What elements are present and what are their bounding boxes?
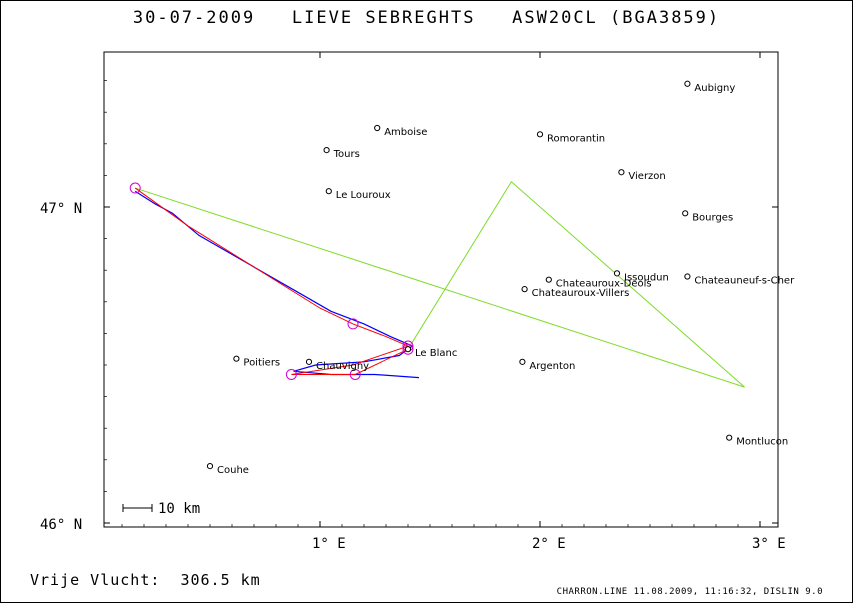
city-label: Chateauroux-Deols	[556, 279, 652, 290]
city-marker	[404, 346, 412, 353]
track-layer	[134, 187, 420, 379]
city-label: Chateauneuf-s-Cher	[694, 276, 795, 287]
city-marker	[545, 276, 552, 283]
y-tick-label: 46° N	[40, 517, 82, 533]
city-label: Vierzon	[628, 171, 665, 182]
x-tick-label: 1° E	[312, 536, 346, 552]
turnpoint-marker	[402, 343, 414, 355]
city-label: Le Blanc	[415, 348, 457, 359]
city-layer: Aubigny Amboise Romorantin Tours Vierzon Le L…	[206, 80, 795, 476]
scale-bar-label: 10 km	[158, 501, 200, 517]
flight-title: 30-07-2009 LIEVE SEBREGHTS ASW20CL (BGA3…	[132, 8, 721, 28]
task-layer	[135, 180, 745, 388]
turnpoint-marker	[347, 318, 359, 330]
city-marker	[684, 273, 691, 280]
city-marker	[374, 124, 381, 132]
city-marker	[323, 147, 330, 154]
city-marker	[536, 131, 544, 138]
city-marker	[233, 355, 240, 362]
imprint-text: CHARRON.LINE 11.08.2009, 11:16:32, DISLI…	[556, 587, 823, 597]
plot-border	[103, 51, 779, 528]
city-label: Amboise	[384, 127, 427, 138]
x-tick-label: 3° E	[752, 536, 786, 552]
city-marker	[519, 358, 526, 365]
city-label: Poitiers	[243, 358, 280, 369]
task-line	[135, 180, 745, 388]
city-label: Argenton	[529, 361, 575, 372]
city-marker	[684, 80, 691, 87]
y-tick-label: 47° N	[40, 201, 82, 217]
city-label: Bourges	[692, 212, 733, 223]
city-marker	[325, 188, 332, 195]
city-label: Chateauroux-Villers	[532, 288, 630, 299]
axis-ticks: 1° E 2° E 3° E 46° N 47° N	[40, 52, 786, 552]
city-marker	[206, 463, 214, 470]
flight-track-blue	[134, 190, 420, 379]
city-label: Romorantin	[547, 133, 605, 144]
city-marker	[618, 169, 625, 176]
turnpoint-marker	[285, 368, 297, 380]
city-marker	[682, 210, 689, 217]
city-label: Le Louroux	[336, 190, 391, 201]
city-marker	[521, 286, 528, 293]
free-flight-distance: Vrije Vlucht: 306.5 km	[30, 571, 261, 589]
turnpoint-marker	[129, 182, 141, 194]
city-label: Issoudun	[624, 272, 669, 283]
flight-track-red	[134, 187, 410, 375]
city-label: Aubigny	[694, 83, 735, 94]
city-label: Tours	[333, 149, 360, 160]
x-tick-label: 2° E	[532, 536, 566, 552]
city-label: Montlucon	[736, 437, 788, 448]
city-marker	[305, 358, 313, 365]
city-marker	[726, 434, 733, 441]
turnpoint-layer	[129, 182, 414, 380]
scale-bar: 10 km	[122, 501, 200, 517]
city-marker	[613, 270, 621, 277]
city-label: Chauvigny	[316, 361, 369, 372]
turnpoint-marker	[349, 368, 361, 380]
city-label: Couhe	[217, 465, 249, 476]
